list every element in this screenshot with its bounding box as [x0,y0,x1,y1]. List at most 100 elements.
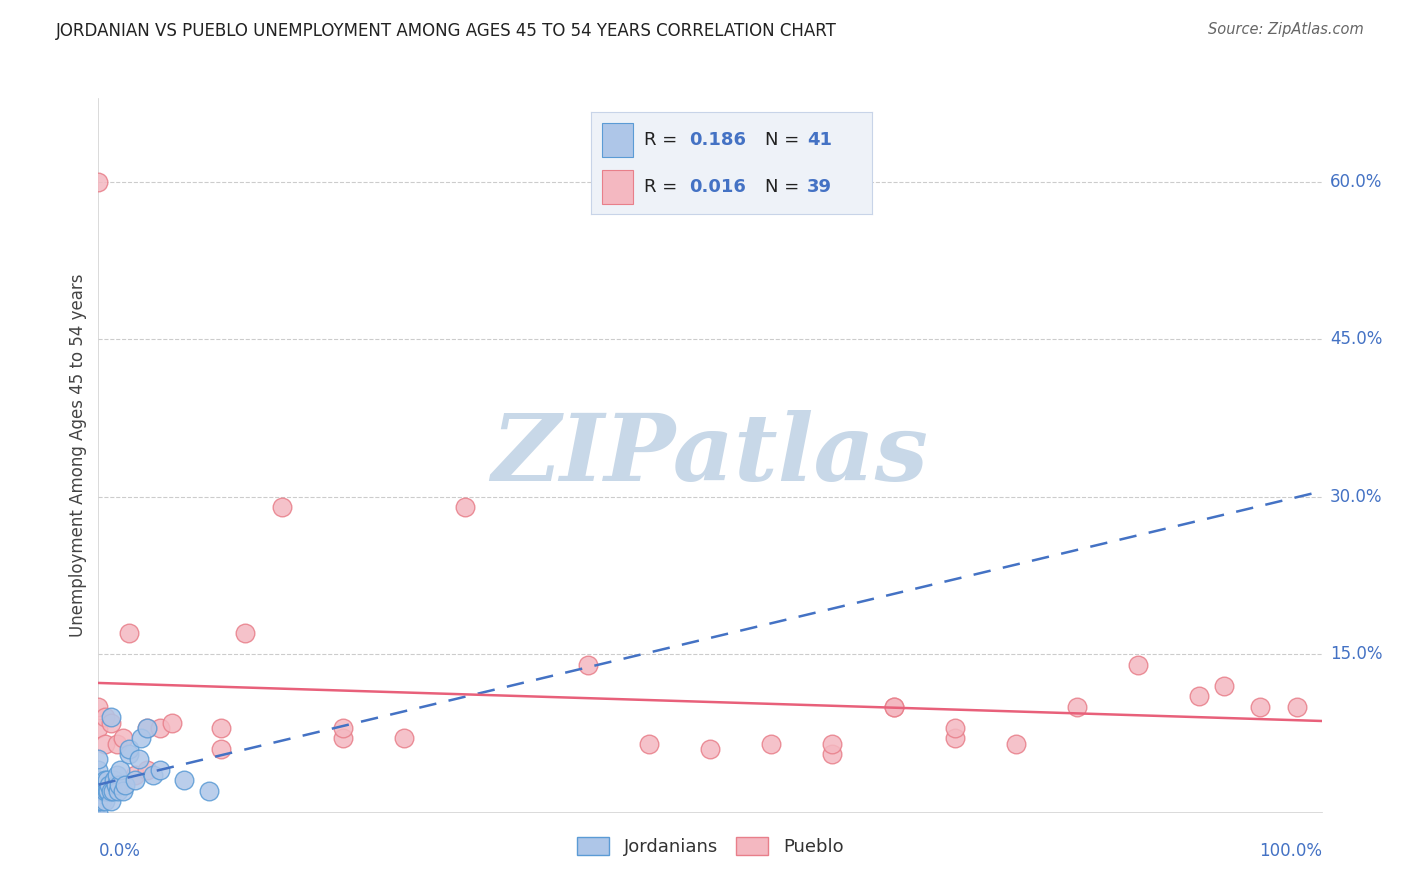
Point [1066,699,1088,714]
Point [97,783,120,797]
Point [454,500,477,515]
Text: ZIPatlas: ZIPatlas [492,410,928,500]
Point [233,626,256,640]
Text: 100.0%: 100.0% [1258,842,1322,860]
Text: Source: ZipAtlas.com: Source: ZipAtlas.com [1208,22,1364,37]
Point [87,699,110,714]
Text: N =: N = [765,178,804,196]
Text: R =: R = [644,131,683,149]
Point [699,741,721,756]
Point [110,763,132,777]
Text: 30.0%: 30.0% [1330,488,1382,506]
Point [87,763,110,777]
Point [103,773,125,788]
Point [104,779,127,793]
Point [87,805,110,819]
Point [93,773,115,788]
Point [87,794,110,808]
Point [1188,690,1211,704]
Point [149,763,172,777]
Point [173,773,195,788]
Text: 60.0%: 60.0% [1330,173,1382,191]
Point [136,763,159,777]
Point [149,721,172,735]
Point [332,721,354,735]
Point [270,500,294,515]
Point [128,752,150,766]
Point [87,783,110,797]
Text: 0.016: 0.016 [689,178,745,196]
Text: 41: 41 [807,131,832,149]
Point [98,779,121,793]
Point [100,715,122,730]
Point [883,699,905,714]
Point [87,721,110,735]
Point [111,731,134,746]
Point [821,737,844,751]
Point [87,794,110,808]
Point [114,779,136,793]
Text: R =: R = [644,178,683,196]
Y-axis label: Unemployment Among Ages 45 to 54 years: Unemployment Among Ages 45 to 54 years [69,273,87,637]
Text: 0.186: 0.186 [689,131,747,149]
Point [87,783,110,797]
Point [1286,699,1309,714]
Text: 15.0%: 15.0% [1330,645,1382,664]
Point [761,737,783,751]
Point [209,721,232,735]
Text: N =: N = [765,131,804,149]
Point [332,731,354,746]
Point [943,721,966,735]
Point [87,773,110,788]
Point [96,773,118,788]
Point [108,779,131,793]
Point [136,721,159,735]
Text: 39: 39 [807,178,832,196]
Point [1212,679,1234,693]
Point [87,773,110,788]
Point [124,768,146,782]
Point [91,783,114,797]
Point [96,783,118,797]
Point [105,737,128,751]
Point [1249,699,1271,714]
Point [87,783,110,797]
Point [160,715,183,730]
Text: 0.0%: 0.0% [98,842,141,860]
Point [100,710,122,724]
Point [91,794,114,808]
Point [93,737,115,751]
Point [93,783,115,797]
Point [1004,737,1026,751]
Legend: Jordanians, Pueblo: Jordanians, Pueblo [569,830,851,863]
Text: 45.0%: 45.0% [1330,330,1382,349]
Point [821,747,844,761]
Point [100,783,122,797]
Point [87,175,110,189]
Point [392,731,416,746]
Point [124,773,146,788]
Point [209,741,232,756]
Point [883,699,905,714]
Bar [602,170,633,204]
Point [576,657,599,672]
Point [87,752,110,766]
Point [118,747,141,761]
Point [118,741,141,756]
Point [943,731,966,746]
Point [118,626,141,640]
Point [101,783,124,797]
Bar [602,123,633,157]
Point [637,737,661,751]
Point [142,768,165,782]
Text: JORDANIAN VS PUEBLO UNEMPLOYMENT AMONG AGES 45 TO 54 YEARS CORRELATION CHART: JORDANIAN VS PUEBLO UNEMPLOYMENT AMONG A… [56,22,837,40]
Point [111,783,134,797]
Point [1128,657,1150,672]
Point [105,768,128,782]
Point [100,794,122,808]
Point [93,710,115,724]
Point [197,783,219,797]
Point [107,783,129,797]
Point [93,794,115,808]
Point [136,721,159,735]
